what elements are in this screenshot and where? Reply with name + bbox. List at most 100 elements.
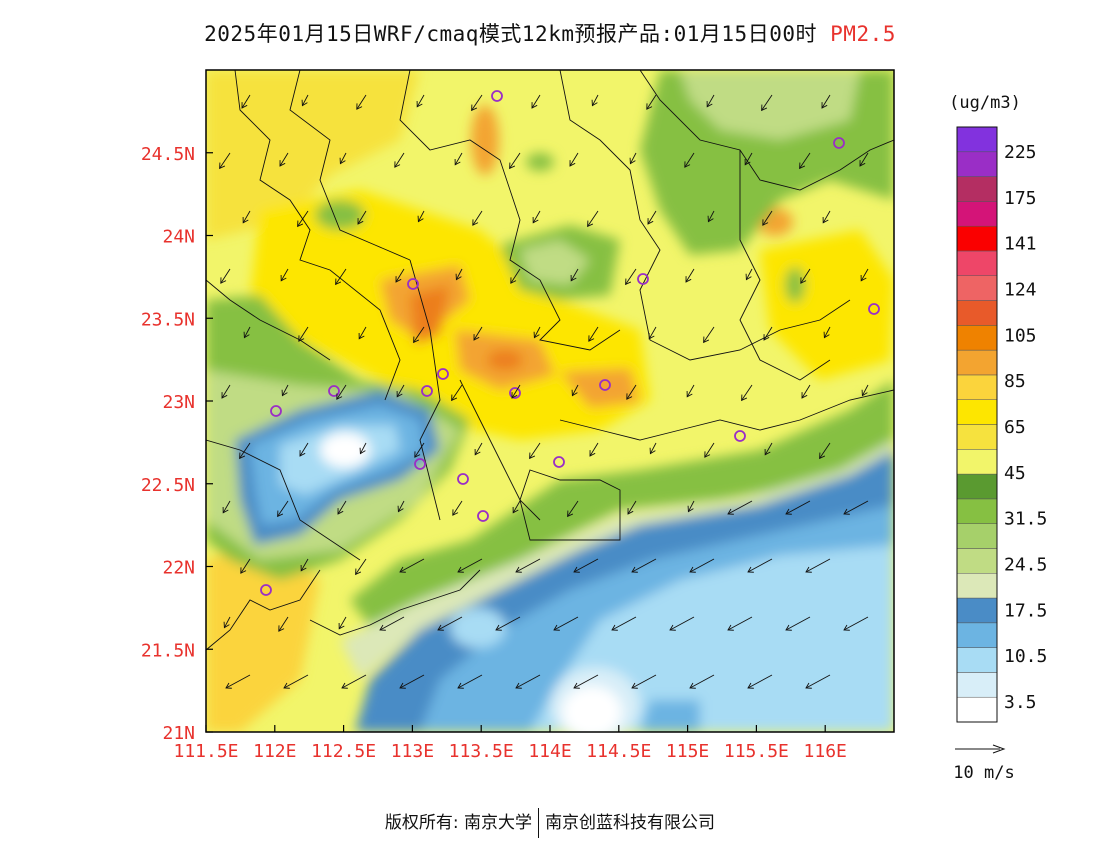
- wind-arrow: [649, 442, 657, 455]
- wind-arrow: [413, 326, 425, 344]
- wind-arrow: [241, 94, 251, 109]
- wind-arrow: [529, 442, 541, 460]
- wind-arrow: [626, 384, 637, 400]
- lat-tick-label: 24.5N: [141, 144, 195, 165]
- wind-arrow: [648, 326, 657, 340]
- legend-swatch: [956, 300, 998, 326]
- wind-arrow: [356, 94, 367, 110]
- legend-swatch: [956, 349, 998, 376]
- legend-swatch: [956, 126, 998, 153]
- wind-arrow: [569, 152, 579, 167]
- legend-swatch: [956, 250, 998, 276]
- wind-arrow: [301, 94, 309, 107]
- wind-arrow: [744, 152, 753, 166]
- wind-arrow: [646, 94, 657, 110]
- legend-swatch: [956, 176, 998, 202]
- wind-arrow: [800, 268, 811, 284]
- wind-arrow: [686, 384, 695, 398]
- wind-arrow: [801, 384, 811, 399]
- wind-arrow: [394, 152, 405, 168]
- wind-arrow: [799, 152, 811, 170]
- lat-tick-label: 22N: [162, 558, 195, 579]
- chart-title: 2025年01月15日WRF/cmaq模式12km预报产品:01月15日00时 …: [0, 18, 1100, 48]
- wind-arrow: [358, 326, 367, 340]
- wind-arrow: [819, 442, 831, 460]
- wind-arrow: [531, 94, 541, 109]
- legend-label: 10.5: [1004, 646, 1047, 667]
- legend-swatch: [956, 672, 998, 698]
- map-field: [206, 70, 894, 732]
- wind-arrow: [822, 210, 831, 224]
- lon-tick-label: 114.5E: [586, 741, 651, 762]
- wind-arrow: [495, 616, 521, 631]
- wind-arrow: [339, 152, 347, 165]
- wind-arrow: [627, 500, 637, 515]
- lat-tick-label: 21N: [162, 723, 195, 744]
- wind-arrow: [591, 94, 599, 107]
- wind-arrow: [684, 152, 695, 168]
- wind-arrow: [278, 616, 289, 632]
- legend-swatch: [956, 696, 998, 723]
- legend-swatch: [956, 473, 998, 500]
- ocean-clean-core: [562, 686, 622, 732]
- wind-arrow: [239, 442, 251, 460]
- wind-arrow: [764, 442, 773, 456]
- wind-arrow: [785, 500, 811, 515]
- wind-arrow: [805, 674, 831, 689]
- wind-arrow: [573, 674, 599, 689]
- legend-label: 24.5: [1004, 555, 1047, 576]
- wind-arrow: [573, 558, 599, 573]
- latitude-axis: 21N 21.5N 22N 22.5N 23N 23.5N 24N 24.5N: [141, 144, 213, 744]
- wind-arrow: [511, 384, 521, 399]
- legend-label: 65: [1004, 417, 1026, 438]
- wind-arrow: [843, 500, 869, 515]
- wind-arrow: [762, 210, 773, 226]
- wind-arrow: [589, 442, 599, 457]
- green-light-center: [520, 240, 590, 285]
- legend-label: 45: [1004, 463, 1026, 484]
- wind-arrow: [221, 384, 231, 399]
- wind-arrow: [399, 674, 425, 689]
- legend-label: 175: [1004, 188, 1037, 209]
- wind-arrow: [414, 442, 425, 458]
- wind-arrow: [472, 210, 483, 226]
- city-marker: [328, 385, 340, 397]
- wind-arrow: [338, 616, 347, 630]
- green-spot-nw: [315, 200, 365, 230]
- wind-arrow: [631, 558, 657, 573]
- ocean-mid-patch: [640, 700, 700, 732]
- city-marker: [491, 90, 503, 102]
- wind-arrow: [457, 558, 483, 573]
- wind-arrow: [785, 616, 811, 631]
- wind-arrow: [689, 558, 715, 573]
- wind-arrow: [629, 152, 637, 165]
- wind-arrow: [219, 152, 231, 170]
- legend-swatch: [956, 325, 998, 351]
- wind-arrow: [512, 500, 521, 514]
- wind-reference-arrowhead: [992, 744, 1006, 754]
- city-marker: [457, 473, 469, 485]
- title-main: 2025年01月15日WRF/cmaq模式12km预报产品:01月15日00时: [204, 22, 817, 46]
- legend-label: 17.5: [1004, 600, 1047, 621]
- wind-arrow: [223, 616, 231, 629]
- lon-tick-label: 114E: [528, 741, 571, 762]
- wind-arrow: [689, 674, 715, 689]
- legend-swatch: [956, 622, 998, 648]
- wind-arrow: [471, 94, 483, 112]
- lat-tick-label: 22.5N: [141, 475, 195, 496]
- wind-arrow: [281, 384, 289, 397]
- wind-arrow: [553, 616, 579, 631]
- legend-label: 124: [1004, 280, 1037, 301]
- wind-arrow: [625, 268, 637, 286]
- wind-arrow: [357, 210, 367, 225]
- wind-arrow: [805, 558, 831, 573]
- lon-tick-label: 113E: [391, 741, 434, 762]
- legend-swatch: [956, 449, 998, 475]
- legend-swatch: [956, 573, 998, 599]
- city-marker: [599, 379, 611, 391]
- legend-frame: [956, 126, 998, 723]
- lat-tick-label: 23.5N: [141, 309, 195, 330]
- wind-arrow: [355, 558, 367, 576]
- wind-arrow: [685, 268, 695, 283]
